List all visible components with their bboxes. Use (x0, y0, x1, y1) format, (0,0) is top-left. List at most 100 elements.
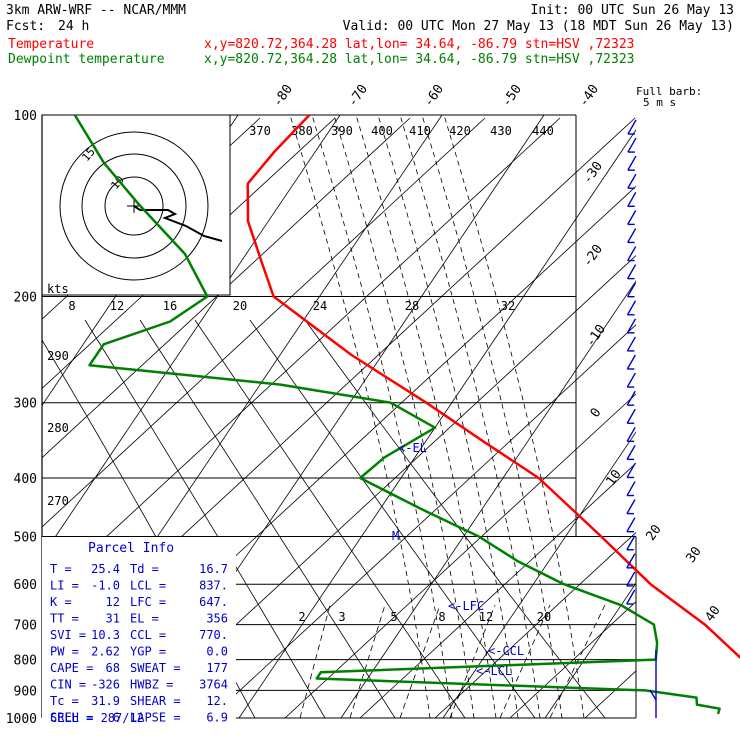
wind-barb-staff (626, 426, 636, 442)
pressure-tick-label: 800 (14, 654, 37, 669)
parcel-value-right: 647. (199, 595, 228, 609)
parcel-key-right: EL = (130, 612, 159, 626)
moist-adiabat-line (399, 115, 541, 718)
theta-label: 430 (490, 124, 512, 138)
mixing-ratio-label: 20 (537, 610, 551, 624)
isotherm-label: 0 (588, 405, 605, 420)
dry-adiabat-line (660, 118, 740, 718)
parcel-key-left: Tc = (50, 694, 79, 708)
parcel-key-right: YGP = (130, 645, 166, 659)
mixing-ratio-label: 8 (438, 610, 445, 624)
theta-e-curve (84, 319, 326, 718)
pressure-tick-label: 100 (14, 109, 37, 124)
parcel-value-left: 31.9 (91, 694, 120, 708)
theta-label: 370 (249, 124, 271, 138)
hodograph-axis-label: 24 (313, 299, 327, 313)
parcel-value-left: 12 (106, 595, 120, 609)
wind-barb-staff (627, 119, 637, 135)
isotherm-line (340, 280, 636, 718)
temperature-legend: Temperature (8, 37, 94, 52)
hodograph-axis-label: 8 (68, 299, 75, 313)
isotherm-label: -80 (270, 82, 296, 110)
isotherm-line (544, 582, 636, 718)
parcel-key-right: Td = (130, 562, 159, 576)
dry-adiabat-label: 290 (47, 349, 69, 363)
wind-barb-staff (626, 390, 636, 406)
hodograph-units-label: kts (47, 282, 69, 296)
parcel-key-left: K = (50, 595, 72, 609)
dry-adiabat-line (42, 117, 561, 597)
wind-barb-staff (626, 463, 636, 478)
forecast-label: Fcst: (6, 19, 45, 34)
hodograph-axis-label: 20 (233, 299, 247, 313)
wind-barb-staff (626, 408, 636, 424)
isotherm-label: -30 (580, 159, 606, 187)
model-title: 3km ARW-WRF -- NCAR/MMM (6, 3, 186, 18)
wind-barb-staff (626, 354, 636, 370)
dry-adiabat-line (509, 601, 636, 718)
parcel-value-right: 0.0 (206, 645, 228, 659)
header: 3km ARW-WRF -- NCAR/MMM Init: 00 UTC Sun… (6, 3, 734, 67)
dewpoint-legend: Dewpoint temperature (8, 52, 165, 67)
temperature-profile (246, 114, 740, 659)
parcel-value-right: 177 (206, 661, 228, 675)
moist-adiabat-line (333, 115, 475, 718)
mixing-ratio-label: 5 (390, 610, 397, 624)
wind-barb-staff (627, 173, 637, 189)
wind-barb-staff (626, 264, 637, 279)
wind-barb-lower-flag (649, 689, 657, 701)
dewpoint-profile (73, 114, 721, 715)
parcel-key-right: LCL = (130, 579, 166, 593)
dry-adiabat-line (42, 117, 486, 528)
parcel-key-left: T = (50, 562, 72, 576)
parcel-key-right: CCL = (130, 628, 166, 642)
hodograph-axis-label: 28 (405, 299, 419, 313)
wind-barb-staff (627, 228, 637, 243)
parcel-value-right: 6.9 (206, 711, 228, 725)
isotherm-label: -50 (499, 82, 525, 110)
wind-barb-staff (626, 571, 636, 587)
pressure-tick-label: 700 (14, 619, 37, 634)
mixing-ratio-label: 3 (338, 610, 345, 624)
isotherm-line (442, 431, 636, 718)
wind-barb-staff (626, 445, 636, 460)
parcel-info-box: Parcel Info T = 25.4 Td = 16.7 LI = -1.0 LCL =… (42, 537, 236, 727)
theta-label: 400 (371, 124, 393, 138)
theta-label: 420 (449, 124, 471, 138)
pressure-tick-label: 900 (14, 684, 37, 699)
dry-adiabat-line (584, 670, 636, 718)
wind-barb-staff (626, 535, 636, 551)
parcel-value-right: 356 (206, 612, 228, 626)
parcel-value-right: 12. (206, 694, 228, 708)
level-annotation: <-LFC (448, 599, 484, 613)
profiles (73, 114, 740, 715)
theta-e-curve (194, 319, 466, 718)
parcel-key-right: LAPSE = (130, 711, 181, 725)
temperature-location: x,y=820.72,364.28 lat,lon= 34.64, -86.79… (204, 37, 634, 52)
wind-barb-staff (626, 336, 637, 352)
dry-adiabat-label: 280 (47, 421, 69, 435)
level-annotation: <-EL (398, 441, 427, 455)
wind-barb-staff (626, 553, 636, 569)
isotherm-label: -60 (421, 82, 447, 110)
hodograph-frame (41, 114, 231, 296)
wind-barb-staff (626, 318, 637, 334)
mixing-ratio-line (449, 604, 496, 718)
parcel-key-right: SHEAR = (130, 694, 181, 708)
dry-adiabat-line (359, 462, 636, 718)
dry-adiabat-line (209, 324, 636, 718)
hodograph-axis-label: 32 (501, 299, 515, 313)
wind-barb-staff (627, 191, 637, 207)
parcel-value-right: 16.7 (199, 562, 228, 576)
wind-barb-staff (627, 155, 637, 171)
pressure-tick-label: 300 (14, 397, 37, 412)
forecast-hour: 24 h (58, 19, 89, 34)
wind-barb-staff (627, 246, 637, 261)
init-time: Init: 00 UTC Sun 26 May 13 (531, 3, 735, 18)
isotherm-line (42, 115, 341, 558)
isotherm-label: 20 (643, 522, 664, 543)
moist-adiabat-line (421, 115, 563, 718)
isotherm-line (238, 129, 636, 718)
parcel-value-left: 6 (113, 711, 120, 725)
wind-legend-label: Full barb: (636, 85, 702, 98)
